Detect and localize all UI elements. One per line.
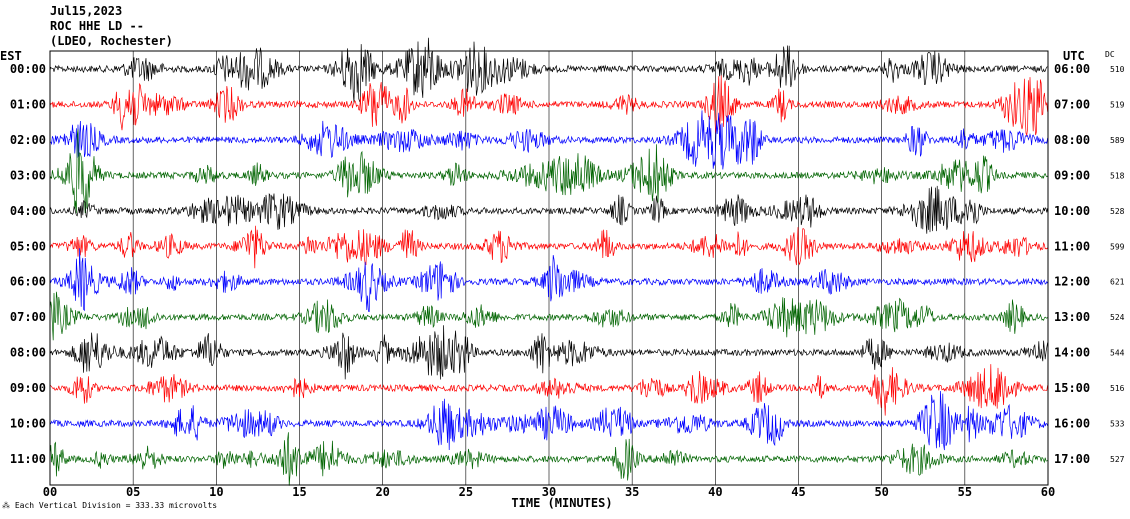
trace-row-10 [49, 390, 1048, 451]
x-axis-ticks: 00 05 10 15 20 25 30 35 40 45 50 55 60 [43, 485, 1055, 499]
trace-row-3 [49, 129, 1048, 214]
utc-label-11: 17:00 [1054, 452, 1090, 466]
est-label-9: 09:00 [10, 381, 46, 395]
dc-value-2: 589 [1110, 136, 1125, 145]
scale-note-text: Each Vertical Division = 333.33 microvol… [14, 501, 218, 510]
chart-date: Jul15,2023 [50, 4, 123, 18]
x-axis-title: TIME (MINUTES) [511, 496, 612, 510]
dc-value-0: 510 [1110, 65, 1125, 74]
x-tick-label-60: 60 [1041, 485, 1055, 499]
est-axis-label: EST [0, 49, 22, 63]
utc-label-8: 14:00 [1054, 346, 1090, 360]
est-label-4: 04:00 [10, 204, 46, 218]
utc-label-10: 16:00 [1054, 417, 1090, 431]
trace-row-2 [49, 110, 1048, 170]
utc-label-5: 11:00 [1054, 239, 1090, 253]
trace-row-6 [49, 248, 1048, 313]
dc-value-7: 524 [1110, 313, 1125, 322]
scale-note: ⁂ Each Vertical Division = 333.33 microv… [2, 501, 217, 510]
trace-row-0 [49, 37, 1048, 103]
utc-label-2: 08:00 [1054, 133, 1090, 147]
trace-row-4 [49, 185, 1048, 234]
dc-value-9: 516 [1110, 384, 1125, 393]
x-tick-label-00: 00 [43, 485, 57, 499]
est-label-6: 06:00 [10, 275, 46, 289]
station-id: ROC HHE LD -- [50, 19, 144, 33]
dc-value-3: 518 [1110, 171, 1125, 180]
dc-value-4: 528 [1110, 207, 1125, 216]
dc-value-11: 527 [1110, 455, 1125, 464]
row-labels: 00:00 06:00 510 01:00 07:00 519 02:00 08:00 589 0… [10, 62, 1125, 466]
trace-row-11 [49, 432, 1048, 486]
dc-value-5: 599 [1110, 242, 1125, 251]
corner-icon: ⁂ [2, 501, 10, 510]
dc-value-6: 621 [1110, 278, 1125, 287]
est-label-8: 08:00 [10, 346, 46, 360]
est-label-10: 10:00 [10, 417, 46, 431]
utc-label-9: 15:00 [1054, 381, 1090, 395]
x-tick-label-05: 05 [126, 485, 140, 499]
dc-label: DC [1105, 50, 1115, 59]
est-label-5: 05:00 [10, 239, 46, 253]
trace-row-7 [49, 291, 1048, 341]
trace-row-9 [49, 364, 1048, 416]
trace-row-8 [49, 325, 1048, 380]
dc-value-10: 533 [1110, 420, 1125, 429]
utc-label-4: 10:00 [1054, 204, 1090, 218]
utc-label-0: 06:00 [1054, 62, 1090, 76]
utc-label-6: 12:00 [1054, 275, 1090, 289]
est-label-7: 07:00 [10, 310, 46, 324]
trace-row-5 [49, 225, 1048, 269]
x-tick-label-50: 50 [874, 485, 888, 499]
est-label-1: 01:00 [10, 97, 46, 111]
trace-row-1 [49, 75, 1048, 137]
utc-label-3: 09:00 [1054, 168, 1090, 182]
x-tick-label-55: 55 [958, 485, 972, 499]
dc-value-8: 544 [1110, 349, 1125, 358]
dc-value-1: 519 [1110, 100, 1125, 109]
est-label-0: 00:00 [10, 62, 46, 76]
x-tick-label-40: 40 [708, 485, 722, 499]
x-tick-label-30: 30 [542, 485, 556, 499]
utc-label-7: 13:00 [1054, 310, 1090, 324]
x-tick-label-10: 10 [209, 485, 223, 499]
est-label-2: 02:00 [10, 133, 46, 147]
utc-axis-label: UTC [1063, 49, 1085, 63]
x-tick-label-20: 20 [375, 485, 389, 499]
est-label-11: 11:00 [10, 452, 46, 466]
utc-label-1: 07:00 [1054, 97, 1090, 111]
station-location: (LDEO, Rochester) [50, 34, 173, 48]
x-tick-label-25: 25 [459, 485, 473, 499]
x-tick-label-45: 45 [791, 485, 805, 499]
plot-frame [49, 50, 1049, 486]
seismic-traces [49, 37, 1048, 486]
est-label-3: 03:00 [10, 168, 46, 182]
x-tick-label-15: 15 [292, 485, 306, 499]
x-tick-label-35: 35 [625, 485, 639, 499]
